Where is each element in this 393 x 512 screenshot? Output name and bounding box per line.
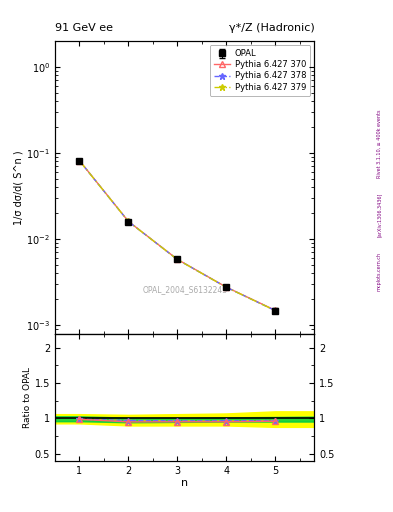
Pythia 6.427 370 [224, 284, 229, 290]
Line: Pythia 6.427 379: Pythia 6.427 379 [76, 157, 279, 314]
Pythia 6.427 378 [273, 308, 277, 314]
Pythia 6.427 370 [273, 307, 277, 313]
Text: mcplots.cern.ch: mcplots.cern.ch [377, 252, 382, 291]
Pythia 6.427 370 [175, 257, 180, 263]
Pythia 6.427 378 [224, 284, 229, 290]
Pythia 6.427 379 [175, 257, 180, 263]
Text: 91 GeV ee: 91 GeV ee [55, 23, 113, 33]
Pythia 6.427 379 [77, 158, 82, 164]
Pythia 6.427 378 [175, 257, 180, 263]
Text: OPAL_2004_S6132243: OPAL_2004_S6132243 [142, 285, 227, 294]
X-axis label: n: n [181, 478, 188, 488]
Pythia 6.427 370 [77, 158, 82, 164]
Pythia 6.427 379 [273, 308, 277, 314]
Line: Pythia 6.427 370: Pythia 6.427 370 [77, 158, 278, 313]
Pythia 6.427 379 [224, 284, 229, 290]
Pythia 6.427 379 [126, 219, 131, 225]
Text: Rivet 3.1.10, ≥ 400k events: Rivet 3.1.10, ≥ 400k events [377, 109, 382, 178]
Pythia 6.427 378 [77, 158, 82, 164]
Text: [arXiv:1306.3436]: [arXiv:1306.3436] [377, 193, 382, 237]
Y-axis label: 1/σ dσ/d( S^n ): 1/σ dσ/d( S^n ) [13, 150, 24, 225]
Pythia 6.427 370 [126, 218, 131, 224]
Pythia 6.427 378 [126, 219, 131, 225]
Y-axis label: Ratio to OPAL: Ratio to OPAL [23, 367, 32, 428]
Text: γ*/Z (Hadronic): γ*/Z (Hadronic) [229, 23, 314, 33]
Line: Pythia 6.427 378: Pythia 6.427 378 [76, 157, 279, 314]
Legend: OPAL, Pythia 6.427 370, Pythia 6.427 378, Pythia 6.427 379: OPAL, Pythia 6.427 370, Pythia 6.427 378… [209, 45, 310, 96]
